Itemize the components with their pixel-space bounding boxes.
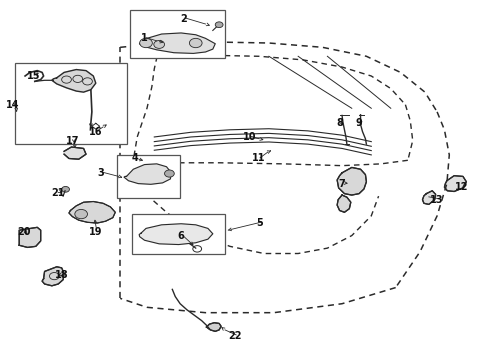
Text: 22: 22 <box>227 331 241 341</box>
Polygon shape <box>19 227 41 247</box>
Polygon shape <box>42 267 64 286</box>
Text: 19: 19 <box>89 227 102 237</box>
Text: 18: 18 <box>55 270 68 280</box>
Circle shape <box>164 170 174 177</box>
Text: 17: 17 <box>66 136 80 145</box>
Text: 2: 2 <box>180 14 186 24</box>
Text: 11: 11 <box>252 153 265 163</box>
Text: 12: 12 <box>454 182 468 192</box>
Text: 4: 4 <box>131 153 138 163</box>
Bar <box>15 63 127 144</box>
Text: 7: 7 <box>338 179 345 189</box>
Circle shape <box>154 41 164 48</box>
Bar <box>130 10 224 58</box>
Bar <box>117 155 180 198</box>
Polygon shape <box>64 147 86 159</box>
Circle shape <box>215 22 223 28</box>
Text: 16: 16 <box>89 127 102 136</box>
Polygon shape <box>206 323 221 331</box>
Text: 6: 6 <box>177 231 184 240</box>
Text: 1: 1 <box>141 33 147 43</box>
Polygon shape <box>444 176 466 192</box>
Text: 9: 9 <box>355 118 362 128</box>
Polygon shape <box>52 69 96 92</box>
Polygon shape <box>336 195 350 212</box>
Circle shape <box>140 39 152 48</box>
Text: 3: 3 <box>97 168 104 178</box>
Polygon shape <box>422 191 435 204</box>
Text: 5: 5 <box>255 218 262 228</box>
Text: 14: 14 <box>6 100 20 110</box>
Text: 21: 21 <box>51 188 65 198</box>
Text: 8: 8 <box>335 118 342 128</box>
Text: 15: 15 <box>27 71 41 81</box>
Circle shape <box>75 210 87 219</box>
Text: 13: 13 <box>429 195 443 205</box>
Bar <box>132 214 224 253</box>
Polygon shape <box>139 224 212 244</box>
Text: 10: 10 <box>242 132 256 142</box>
Polygon shape <box>140 33 215 53</box>
Text: 20: 20 <box>17 227 31 237</box>
Circle shape <box>189 39 202 48</box>
Circle shape <box>61 186 69 192</box>
Polygon shape <box>124 164 171 184</box>
Polygon shape <box>69 202 115 223</box>
Polygon shape <box>336 167 366 195</box>
